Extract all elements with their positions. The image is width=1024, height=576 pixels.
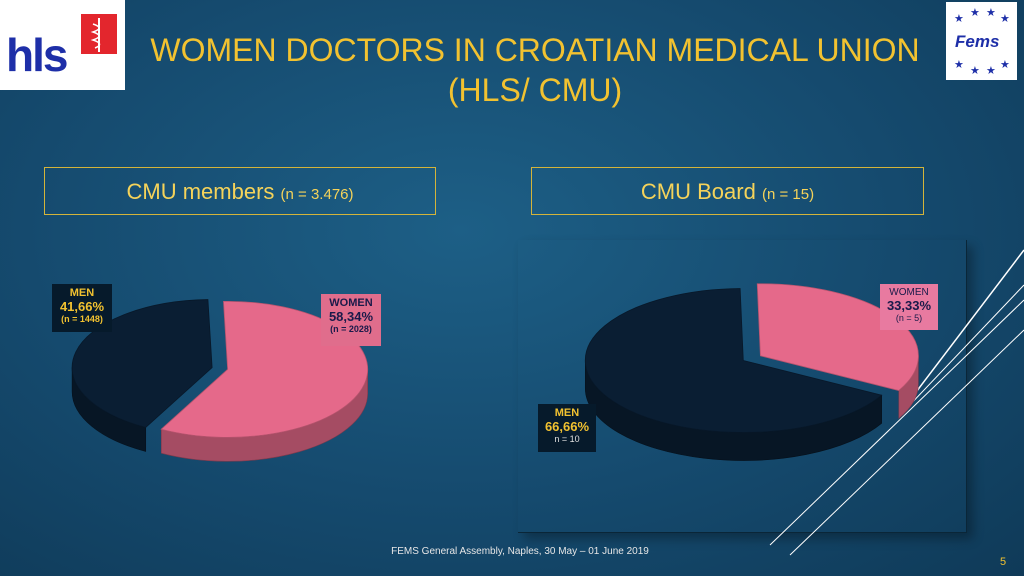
board-men-name: MEN bbox=[554, 407, 580, 419]
board-men-count: n = 10 bbox=[554, 434, 580, 444]
cmu-board-label: CMU Board bbox=[640, 179, 756, 204]
pie1-slice-women bbox=[160, 300, 369, 462]
svg-text:★: ★ bbox=[970, 64, 980, 77]
svg-text:★: ★ bbox=[954, 58, 964, 71]
caduceus-icon bbox=[81, 14, 117, 54]
footer-text: FEMS General Assembly, Naples, 30 May – … bbox=[391, 546, 649, 557]
members-women-count: (n = 2028) bbox=[330, 324, 372, 334]
cmu-members-box: CMU members (n = 3.476) bbox=[44, 167, 436, 215]
pie2-slice-men bbox=[584, 288, 883, 461]
svg-text:★: ★ bbox=[954, 12, 964, 25]
cmu-members-label: CMU members bbox=[126, 179, 275, 204]
board-women-name: WOMEN bbox=[889, 287, 929, 298]
cmu-members-n: (n = 3.476) bbox=[280, 186, 354, 203]
members-women-name: WOMEN bbox=[329, 297, 373, 309]
members-men-count: (n = 1448) bbox=[61, 314, 103, 324]
hls-logo: hls bbox=[0, 0, 125, 90]
pie2-slice-women bbox=[756, 283, 919, 420]
board-men-percent: 66,66% bbox=[544, 419, 590, 434]
cmu-board-n: (n = 15) bbox=[761, 186, 815, 203]
cmu-board-box: CMU Board (n = 15) bbox=[531, 167, 924, 215]
fems-logo-text: Fems bbox=[955, 32, 1000, 51]
svg-text:★: ★ bbox=[1000, 12, 1010, 25]
board-women-percent: 33,33% bbox=[886, 298, 932, 313]
members-men-label: MEN 41,66% (n = 1448) bbox=[52, 284, 112, 332]
svg-text:★: ★ bbox=[986, 64, 996, 77]
hls-logo-text: hls bbox=[6, 29, 68, 81]
board-women-label: WOMEN 33,33% (n = 5) bbox=[880, 284, 938, 330]
board-men-label: MEN 66,66% n = 10 bbox=[538, 404, 596, 452]
fems-logo: ★ ★ ★ ★ ★ ★ ★ ★ Fems bbox=[946, 2, 1017, 80]
svg-text:★: ★ bbox=[1000, 58, 1010, 71]
page-number: 5 bbox=[1000, 556, 1007, 568]
page-title: WOMEN DOCTORS IN CROATIAN MEDICAL UNION … bbox=[150, 32, 920, 108]
members-men-percent: 41,66% bbox=[59, 299, 105, 314]
members-women-label: WOMEN 58,34% (n = 2028) bbox=[321, 294, 381, 346]
members-men-name: MEN bbox=[69, 287, 95, 299]
members-women-percent: 58,34% bbox=[328, 309, 374, 324]
board-chart-frame bbox=[518, 240, 967, 533]
svg-text:★: ★ bbox=[970, 6, 980, 19]
stars-ring-icon: ★ ★ ★ ★ ★ ★ ★ ★ bbox=[954, 6, 1010, 77]
board-women-count: (n = 5) bbox=[895, 313, 923, 323]
svg-text:★: ★ bbox=[986, 6, 996, 19]
